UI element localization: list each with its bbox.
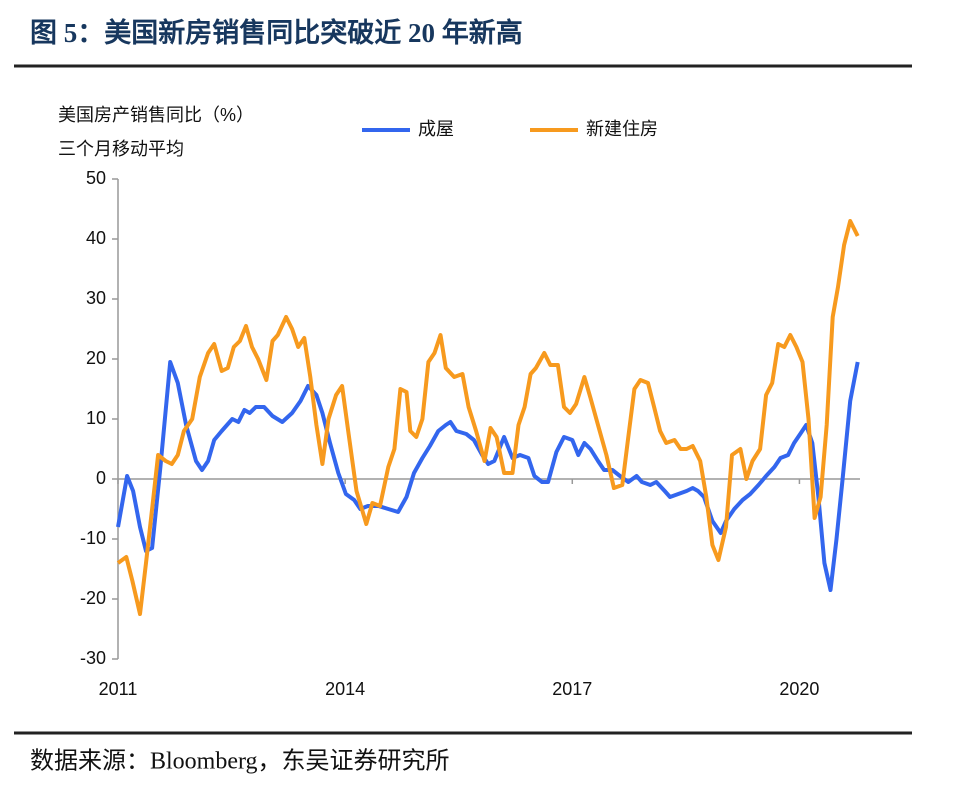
x-tick-label: 2014 <box>325 679 365 699</box>
y-axis-label: 美国房产销售同比（%） <box>58 105 254 125</box>
y-tick-label: 20 <box>86 348 106 368</box>
x-tick-label: 2011 <box>99 679 138 699</box>
y-tick-label: -10 <box>80 528 106 548</box>
y-tick-label: -20 <box>80 588 106 608</box>
y-tick-label: 40 <box>86 228 106 248</box>
x-tick-label: 2017 <box>552 679 592 699</box>
y-tick-label: 10 <box>86 408 106 428</box>
x-tick-label: 2020 <box>779 679 819 699</box>
legend-label: 新建住房 <box>586 119 658 139</box>
source: 数据来源：Bloomberg，东吴证券研究所 <box>30 748 450 775</box>
series-line <box>116 219 860 616</box>
y-tick-label: -30 <box>80 648 106 668</box>
legend-label: 成屋 <box>418 119 454 139</box>
y-tick-label: 50 <box>86 168 106 188</box>
y-axis-label: 三个月移动平均 <box>58 139 184 159</box>
series-line <box>116 360 860 592</box>
y-tick-label: 0 <box>96 468 106 488</box>
y-tick-label: 30 <box>86 288 106 308</box>
chart-title: 图 5：美国新房销售同比突破近 20 年新高 <box>30 17 523 48</box>
